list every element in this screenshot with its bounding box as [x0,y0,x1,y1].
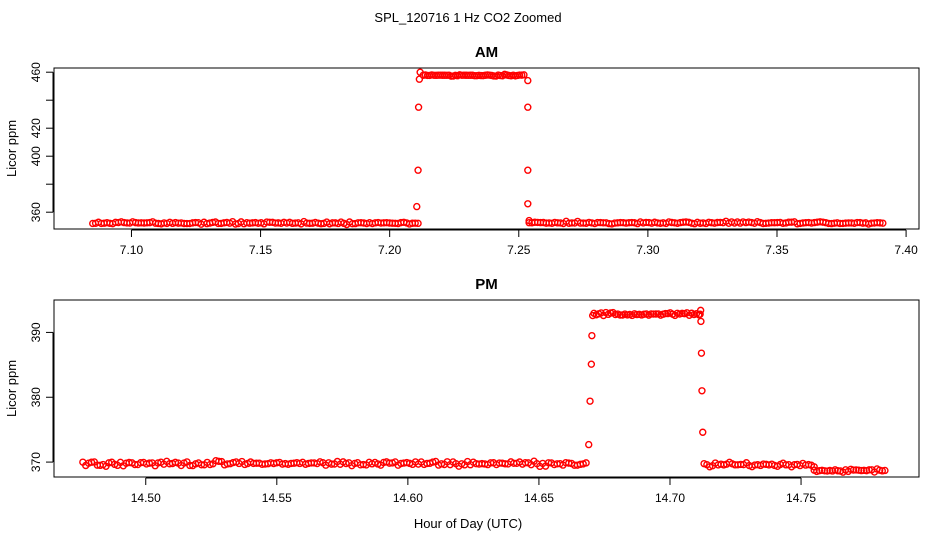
am-y-axis-label: Licor ppm [4,120,19,177]
am-data-point [415,75,424,83]
figure-xlabel: Hour of Day (UTC) [414,516,522,531]
am-y-tick-label: 460 [29,62,43,82]
am-data-point [416,68,424,76]
pm-data-point [697,317,705,326]
pm-data-point [585,440,593,449]
pm-data-point [860,466,868,475]
pm-data-point [698,387,706,395]
am-data-point [413,202,421,211]
pm-data-point [327,460,336,468]
am-x-tick-label: 7.10 [120,243,144,257]
pm-data-point [87,458,96,466]
pm-data-point [661,309,670,318]
pm-data-point [696,306,705,315]
pm-x-tick-label: 14.70 [655,491,685,505]
pm-data-point [857,466,866,475]
am-y-tick-label: 360 [29,202,43,222]
pm-x-tick-label: 14.65 [524,491,554,505]
pm-data-point [699,428,707,436]
am-plot-frame [53,67,920,230]
am-y-axis: 360 400 420 460 [29,62,54,222]
pm-data-point [587,360,596,368]
pm-y-axis: 370 380 390 [29,322,54,472]
pm-x-tick-label: 14.60 [393,491,423,505]
figure-title: SPL_120716 1 Hz CO2 Zoomed [374,10,561,25]
am-x-tick-label: 7.20 [378,243,402,257]
pm-data-point [215,457,223,466]
pm-data-point [429,458,437,466]
pm-data-point [881,466,889,475]
pm-y-tick-label: 370 [29,452,43,472]
panel-am: AM Licor ppm 7.10 7.15 7.20 7.25 7.30 7.35 7.4… [4,44,920,257]
am-x-tick-label: 7.25 [507,243,531,257]
am-x-tick-label: 7.15 [249,243,273,257]
pm-data-point [588,311,597,320]
am-x-tick-label: 7.30 [636,243,660,257]
pm-y-tick-label: 380 [29,387,43,407]
pm-data-point [145,459,154,467]
am-data-point [524,166,532,174]
am-data-point [524,200,532,208]
am-data-point [524,103,532,111]
pm-panel-title: PM [475,276,498,293]
pm-data-points [79,306,889,476]
pm-data-point [652,310,660,318]
pm-data-point [649,310,658,318]
pm-data-point [588,331,596,340]
am-data-point [525,216,533,225]
pm-data-point [849,466,858,474]
am-data-point [876,219,884,227]
pm-y-tick-label: 390 [29,322,43,342]
am-x-tick-label: 7.35 [765,243,789,257]
pm-y-axis-label: Licor ppm [4,360,19,417]
pm-data-point [586,397,594,405]
pm-x-axis: 14.50 14.55 14.60 14.65 14.70 14.75 [131,477,816,505]
panel-pm: PM Licor ppm 14.50 14.55 14.60 14.65 14.70 14… [4,276,920,505]
am-data-point [411,219,419,227]
pm-data-point [647,310,655,318]
pm-x-tick-label: 14.75 [786,491,816,505]
am-y-tick-label: 400 [29,146,43,166]
pm-data-point [616,311,624,319]
am-data-points [89,68,887,229]
am-data-point [524,76,532,85]
pm-data-point [582,459,590,467]
pm-x-tick-label: 14.55 [262,491,292,505]
am-x-axis: 7.10 7.15 7.20 7.25 7.30 7.35 7.40 [120,229,918,257]
am-x-tick-label: 7.40 [894,243,918,257]
pm-plot-frame [53,299,920,478]
am-data-point [520,71,528,79]
pm-data-point [852,466,860,474]
am-data-point [879,219,887,227]
am-y-tick-label: 420 [29,118,43,138]
am-panel-title: AM [475,44,498,61]
pm-data-point [815,466,824,475]
pm-data-point [820,467,829,475]
am-data-point [414,166,422,174]
pm-data-point [697,349,706,357]
pm-x-tick-label: 14.50 [131,491,161,505]
am-data-point [414,103,423,111]
am-data-point [414,219,422,228]
pm-data-point [696,310,704,318]
